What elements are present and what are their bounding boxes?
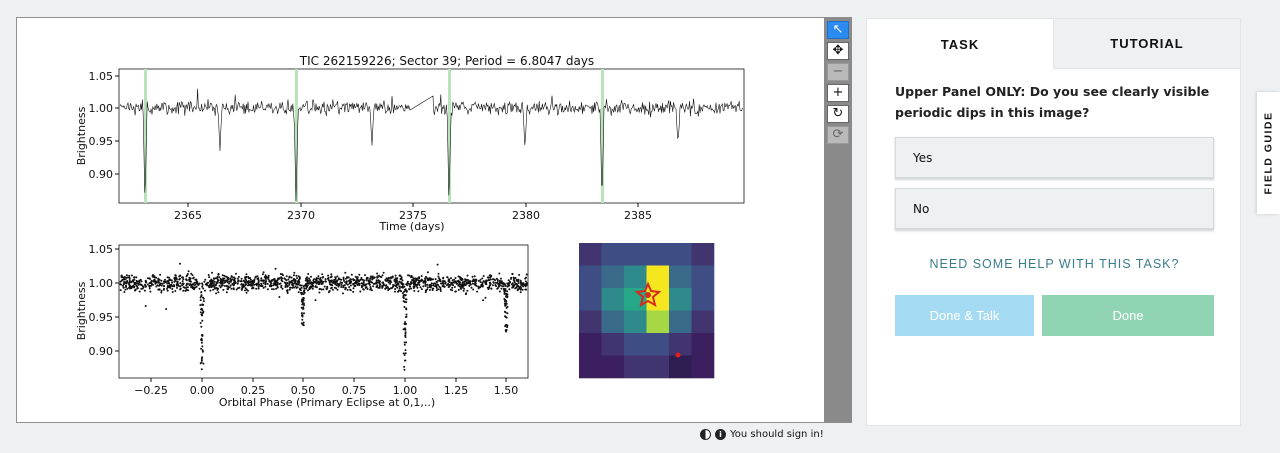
top-y-tick: 1.00: [89, 102, 114, 115]
bottom-y-tick: 1.05: [89, 243, 114, 256]
eclipse-highlight: [448, 69, 451, 203]
phase-folded-panel: 1.05 1.00 0.95 0.90 −0.25 0.00 0.25: [75, 243, 529, 409]
top-light-curve-panel: TIC 262159226; Sector 39; Period = 6.804…: [75, 54, 745, 233]
bottom-x-tick: 1.25: [444, 384, 469, 397]
zoom-out-tool[interactable]: −: [827, 63, 849, 81]
viewer-toolbar: ↖ ✥ − + ↻ ⟳: [824, 18, 852, 422]
top-y-tick: 0.95: [89, 135, 114, 148]
bottom-x-tick: 0.50: [291, 384, 316, 397]
answer-yes-button[interactable]: Yes: [895, 137, 1214, 179]
bottom-y-tick: 1.00: [89, 277, 114, 290]
top-light-curve: [119, 88, 743, 202]
eclipse-highlight: [295, 69, 298, 203]
neighbor-star-marker: [675, 352, 681, 358]
task-tabs: TASK TUTORIAL: [867, 19, 1240, 69]
bottom-y-tick: 0.90: [89, 345, 114, 358]
invert-contrast-icon[interactable]: [700, 428, 711, 440]
top-x-tick: 2375: [399, 209, 427, 222]
tab-tutorial[interactable]: TUTORIAL: [1053, 19, 1240, 69]
top-y-label: Brightness: [75, 106, 88, 165]
task-panel: TASK TUTORIAL Upper Panel ONLY: Do you s…: [866, 18, 1241, 426]
field-guide-tab[interactable]: FIELD GUIDE: [1257, 92, 1280, 214]
task-question: Upper Panel ONLY: Do you see clearly vis…: [895, 84, 1210, 120]
rotate-tool[interactable]: ⟳: [827, 126, 849, 144]
top-x-label: Time (days): [379, 220, 445, 233]
reset-tool[interactable]: ↻: [827, 105, 849, 123]
bottom-x-tick: 0.75: [342, 384, 367, 397]
top-x-tick: 2365: [174, 209, 202, 222]
bottom-x-label: Orbital Phase (Primary Eclipse at 0,1,..…: [219, 396, 435, 409]
target-pixel-thumbnail: [579, 243, 715, 379]
target-star-icon: [634, 281, 662, 308]
tab-task[interactable]: TASK: [867, 19, 1053, 69]
top-x-tick: 2385: [624, 209, 652, 222]
top-plot-frame: [118, 68, 745, 204]
answer-label: No: [913, 201, 930, 216]
bottom-x-tick: −0.25: [134, 384, 168, 397]
subject-viewer: TIC 262159226; Sector 39; Period = 6.804…: [16, 17, 852, 423]
done-and-talk-button[interactable]: Done & Talk: [895, 295, 1034, 336]
field-guide-label: FIELD GUIDE: [1262, 111, 1275, 195]
top-y-tick: 0.90: [89, 168, 114, 181]
answer-no-button[interactable]: No: [895, 188, 1214, 230]
bottom-x-tick: 0.25: [241, 384, 266, 397]
bottom-plot-frame: [118, 244, 529, 379]
eclipse-highlight: [601, 69, 604, 203]
done-button[interactable]: Done: [1042, 295, 1214, 336]
viewer-footer: i You should sign in!: [700, 426, 824, 442]
bottom-x-tick: 0.00: [190, 384, 215, 397]
info-icon[interactable]: i: [715, 428, 726, 440]
pointer-tool[interactable]: ↖: [827, 21, 849, 39]
answer-label: Yes: [913, 150, 933, 165]
bottom-x-tick: 1.00: [393, 384, 418, 397]
top-plot-title: TIC 262159226; Sector 39; Period = 6.804…: [299, 54, 594, 68]
zoom-in-tool[interactable]: +: [827, 84, 849, 102]
subject-image[interactable]: TIC 262159226; Sector 39; Period = 6.804…: [17, 18, 824, 422]
top-y-tick: 1.05: [89, 70, 114, 83]
eclipse-highlight: [144, 69, 147, 203]
bottom-y-label: Brightness: [75, 281, 88, 340]
bottom-x-tick: 1.50: [494, 384, 519, 397]
move-tool[interactable]: ✥: [827, 42, 849, 60]
bottom-y-tick: 0.95: [89, 311, 114, 324]
task-help-link[interactable]: NEED SOME HELP WITH THIS TASK?: [929, 257, 1180, 271]
phase-folded-points: [119, 262, 528, 371]
top-x-tick: 2370: [287, 209, 315, 222]
top-x-tick: 2380: [512, 209, 540, 222]
light-curve-figure: TIC 262159226; Sector 39; Period = 6.804…: [75, 54, 745, 409]
sign-in-message: You should sign in!: [730, 428, 824, 440]
target-center-marker: [645, 292, 651, 298]
